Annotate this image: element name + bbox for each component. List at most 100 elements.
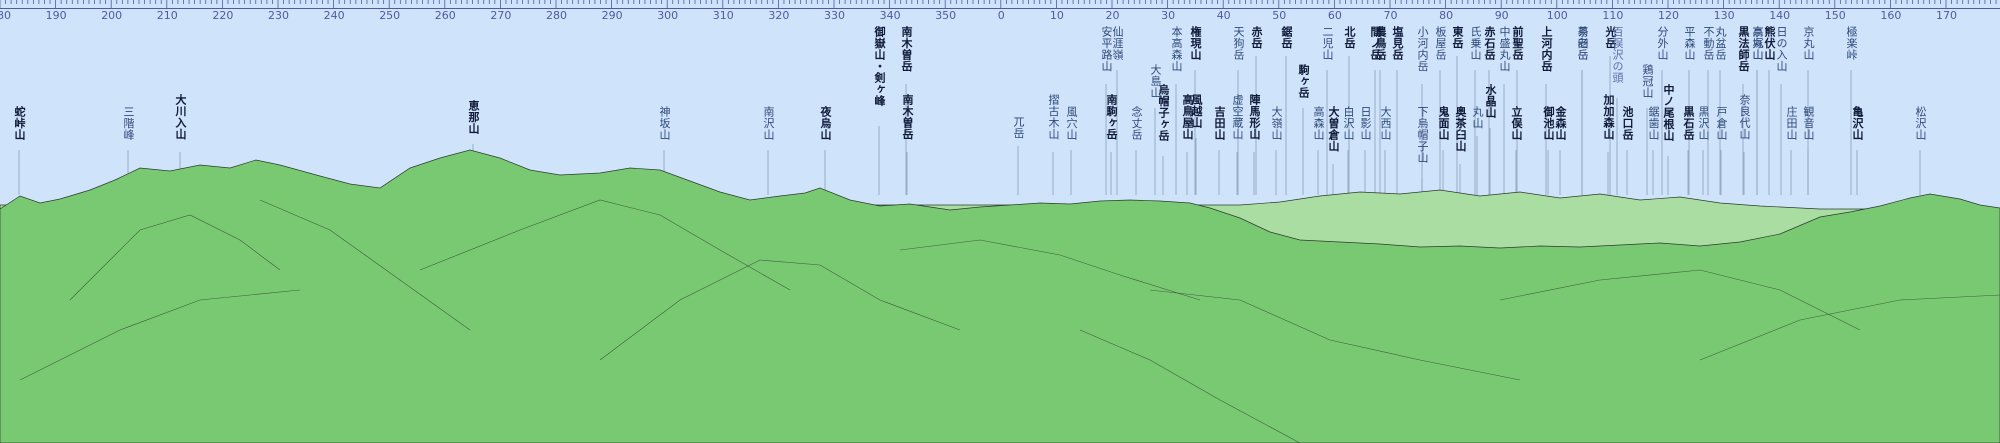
- peak-label: 塩見岳: [1391, 26, 1404, 61]
- peak-label: 板屋岳: [1434, 26, 1447, 61]
- peak-label: 日影山: [1359, 106, 1372, 141]
- peak-label: 水晶山: [1484, 84, 1497, 119]
- compass-tick-label: 40: [1216, 9, 1231, 22]
- terrain-contour: [69, 214, 281, 301]
- peak-label: 上河内岳: [1540, 26, 1553, 72]
- terrain-contour: [1079, 329, 1301, 443]
- compass-tick-label: 30: [1161, 9, 1176, 22]
- peak-label: 大島山: [1149, 64, 1162, 99]
- peak-label: 易老岳: [1576, 26, 1589, 61]
- peak-label: 中ノ尾根山: [1662, 84, 1675, 142]
- peak-label: 松沢山: [1914, 106, 1927, 141]
- compass-ruler: [0, 0, 2000, 9]
- peak-label: 権現山: [1189, 26, 1202, 61]
- peak-label: 茶臼岳: [1576, 26, 1589, 61]
- terrain-layers: [0, 149, 2000, 443]
- peak-label: 加加森山: [1602, 94, 1615, 140]
- peak-label: 小河内岳: [1416, 26, 1429, 72]
- compass-tick-label: 260: [434, 9, 456, 22]
- peak-label: 吉田山: [1213, 106, 1226, 141]
- peak-label: 黒沢山: [1697, 106, 1710, 141]
- near-ridge: [0, 149, 2000, 443]
- peak-label: 御嶽山・剣ヶ峰: [873, 26, 886, 107]
- peak-label: 二児山: [1321, 26, 1334, 61]
- peak-label: 仙涯嶺: [1111, 26, 1124, 61]
- peak-label: 天狗岳: [1232, 26, 1245, 61]
- peak-label: 南駒ヶ岳: [1105, 94, 1118, 140]
- compass-tick-label: 340: [879, 9, 901, 22]
- terrain-contour: [1699, 294, 2000, 361]
- peak-label: 烏帽子ヶ岳: [1157, 84, 1170, 142]
- compass-tick-label: 140: [1769, 9, 1791, 22]
- peak-label: 丸盆岳: [1714, 26, 1727, 61]
- compass-tick-label: 130: [1713, 9, 1735, 22]
- peak-label: 金森山: [1554, 106, 1567, 141]
- compass-tick-label: 200: [101, 9, 123, 22]
- peak-label: 北岳: [1343, 26, 1356, 49]
- peak-label: 高鳥屋山: [1181, 94, 1194, 140]
- peak-label: 光岳: [1604, 26, 1617, 49]
- compass-tick-label: 10: [1049, 9, 1064, 22]
- peak-label: 高森山: [1312, 106, 1325, 141]
- peak-label: 間ノ岳: [1369, 26, 1382, 61]
- peak-label: 立俣山: [1510, 106, 1523, 141]
- peak-label: 氏乗山: [1469, 26, 1482, 61]
- peak-label: 下烏帽子山: [1416, 106, 1429, 164]
- peak-label: 庄田山: [1785, 106, 1798, 141]
- compass-tick-label: 190: [45, 9, 67, 22]
- peak-label: 黒石岳: [1682, 106, 1695, 141]
- peak-label: 念丈岳: [1130, 106, 1143, 141]
- compass-tick-label: 280: [546, 9, 567, 22]
- compass-tick-label: 20: [1105, 9, 1120, 22]
- peak-label: 陣馬形山: [1248, 94, 1261, 140]
- peak-label: 神坂山: [658, 106, 671, 141]
- compass-tick-label: 180: [0, 9, 11, 22]
- compass-tick-label: 90: [1494, 9, 1509, 22]
- compass-tick-label: 110: [1602, 9, 1624, 22]
- compass-tick-label: 270: [490, 9, 512, 22]
- peak-label: 本高森山: [1170, 26, 1183, 72]
- compass-tick-label: 70: [1383, 9, 1398, 22]
- compass-tick-label: 210: [156, 9, 178, 22]
- peak-label: 池口岳: [1621, 106, 1634, 141]
- peak-label: 百俣沢の頭: [1611, 26, 1624, 84]
- compass-tick-label: 160: [1880, 9, 1902, 22]
- compass-tick-label: 100: [1546, 9, 1568, 22]
- peak-label: 風穴山: [1065, 106, 1078, 141]
- compass-tick-label: 0: [997, 9, 1005, 22]
- peak-label: 大西山: [1379, 106, 1392, 141]
- peak-label: 蛇峠山: [13, 106, 26, 141]
- terrain-contour: [19, 289, 301, 381]
- compass-tick-label: 240: [323, 9, 345, 22]
- peak-label: 風越山: [1190, 94, 1203, 129]
- peak-label: 虚空蔵山: [1231, 94, 1244, 140]
- peak-label: 黒法師岳: [1737, 26, 1750, 72]
- peak-label: 不動岳: [1702, 26, 1715, 61]
- peak-label: 赤石岳: [1483, 26, 1496, 61]
- peak-label: 前聖岳: [1511, 26, 1524, 61]
- terrain-contour: [259, 199, 471, 331]
- peak-label: 摺古木山: [1047, 94, 1060, 140]
- peak-label: 農鳥岳: [1374, 26, 1387, 61]
- peak-label: 大川入山: [174, 94, 187, 140]
- peak-label: 大曽倉山: [1327, 106, 1340, 152]
- terrain-contour: [1499, 269, 1861, 331]
- compass-tick-label: 330: [824, 9, 845, 22]
- peak-label: 中盛丸山: [1498, 26, 1511, 72]
- peak-label: 御池山: [1542, 106, 1555, 141]
- peak-label: 観音山: [1802, 106, 1815, 141]
- compass-tick-label: 250: [379, 9, 401, 22]
- peak-label: 京丸山: [1751, 26, 1764, 61]
- peak-label: 分外山: [1656, 26, 1669, 61]
- peak-label: 鋸歯山: [1647, 106, 1660, 141]
- compass-tick-label: 320: [768, 9, 790, 22]
- compass-tick-label: 310: [712, 9, 734, 22]
- peak-label: 安平路山: [1100, 26, 1113, 72]
- compass-tick-label: 350: [935, 9, 957, 22]
- peak-label: 亀沢山: [1851, 106, 1864, 141]
- peak-label: 京丸山: [1802, 26, 1815, 61]
- peak-label: 丸山: [1471, 106, 1484, 129]
- compass-tick-label: 220: [212, 9, 234, 22]
- compass-tick-label: 300: [657, 9, 679, 22]
